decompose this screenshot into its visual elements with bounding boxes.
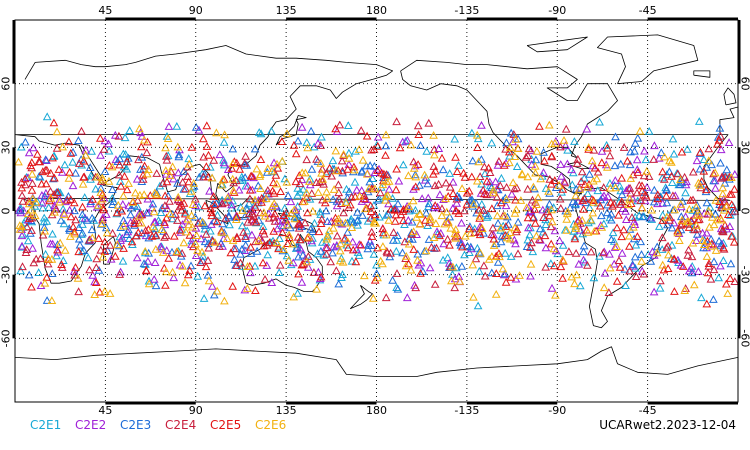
legend-entry-c2e5: C2E5 — [210, 418, 241, 432]
lat-tick-label-left: 30 — [0, 140, 13, 154]
legend-entry-c2e4: C2E4 — [165, 418, 196, 432]
coast-antarctica — [14, 346, 739, 377]
border-bar-left — [12, 20, 16, 84]
coast-arctic-islands — [526, 36, 588, 53]
coast-eurasia-north — [24, 45, 393, 208]
border-bar-left — [12, 147, 16, 211]
lon-tick-label-top: 45 — [98, 4, 112, 17]
border-bar-top — [286, 17, 377, 21]
lon-tick-label-top: 180 — [366, 4, 387, 17]
lat-tick-label-right: 60 — [739, 77, 750, 91]
lat-tick-label-left: -30 — [0, 266, 13, 284]
legend-entry-c2e3: C2E3 — [120, 418, 151, 432]
observation-triangles-c2e4 — [17, 117, 740, 302]
lat-tick-label-right: 0 — [739, 208, 750, 215]
lon-tick-label-top: -135 — [454, 4, 479, 17]
coast-iceland — [693, 70, 711, 78]
lat-tick-label-right: 30 — [739, 140, 750, 154]
lat-tick-label-right: -30 — [739, 266, 750, 284]
border-bar-bottom — [286, 401, 377, 405]
legend-entry-c2e6: C2E6 — [255, 418, 286, 432]
border-bar-left — [12, 274, 16, 339]
graticule — [15, 20, 738, 402]
legend-entry-c2e1: C2E1 — [30, 418, 61, 432]
lon-tick-label-bottom: 180 — [366, 404, 387, 417]
observation-triangles-c2e6 — [14, 120, 736, 305]
map-border-bars — [12, 17, 741, 405]
coast-north-america — [400, 59, 669, 329]
lat-tick-label-left: -60 — [0, 329, 13, 347]
border-bar-top — [647, 17, 738, 21]
coast-newzealand — [350, 284, 373, 309]
lon-tick-label-bottom: -135 — [454, 404, 479, 417]
border-bar-right — [737, 147, 741, 211]
coast-britain — [723, 87, 737, 106]
lon-tick-label-bottom: -45 — [639, 404, 657, 417]
lon-tick-label-bottom: 90 — [189, 404, 203, 417]
lat-tick-label-left: 0 — [0, 208, 13, 215]
coast-greenland — [597, 34, 699, 85]
lat-tick-label-right: -60 — [739, 329, 750, 347]
border-bar-right — [737, 20, 741, 84]
lon-tick-label-bottom: 135 — [276, 404, 297, 417]
observation-markers — [14, 112, 740, 310]
lon-tick-label-bottom: 45 — [98, 404, 112, 417]
coast-madagascar — [103, 236, 116, 265]
legend-entry-c2e2: C2E2 — [75, 418, 106, 432]
border-bar-top — [105, 17, 196, 21]
coast-newguinea — [277, 212, 317, 233]
axis-tick-labels: 45 45 90 90 135 135 180 180 -135 -135 -90 -90 -45 -45… — [0, 4, 750, 417]
lon-tick-label-top: -45 — [639, 4, 657, 17]
lon-tick-label-top: 135 — [276, 4, 297, 17]
border-bar-bottom — [105, 401, 196, 405]
lon-tick-label-top: -90 — [548, 4, 566, 17]
border-bar-bottom — [647, 401, 738, 405]
product-label: UCARwet2.2023-12-04 — [599, 418, 736, 432]
border-bar-bottom — [466, 401, 558, 405]
lon-tick-label-top: 90 — [189, 4, 203, 17]
border-bar-top — [466, 17, 558, 21]
series-legend: C2E1 C2E2 C2E3 C2E4 C2E5 C2E6 — [30, 418, 286, 432]
border-bar-right — [737, 274, 741, 339]
coast-africa — [14, 134, 731, 284]
lon-tick-label-bottom: -90 — [548, 404, 566, 417]
lat-tick-label-left: 60 — [0, 77, 13, 91]
